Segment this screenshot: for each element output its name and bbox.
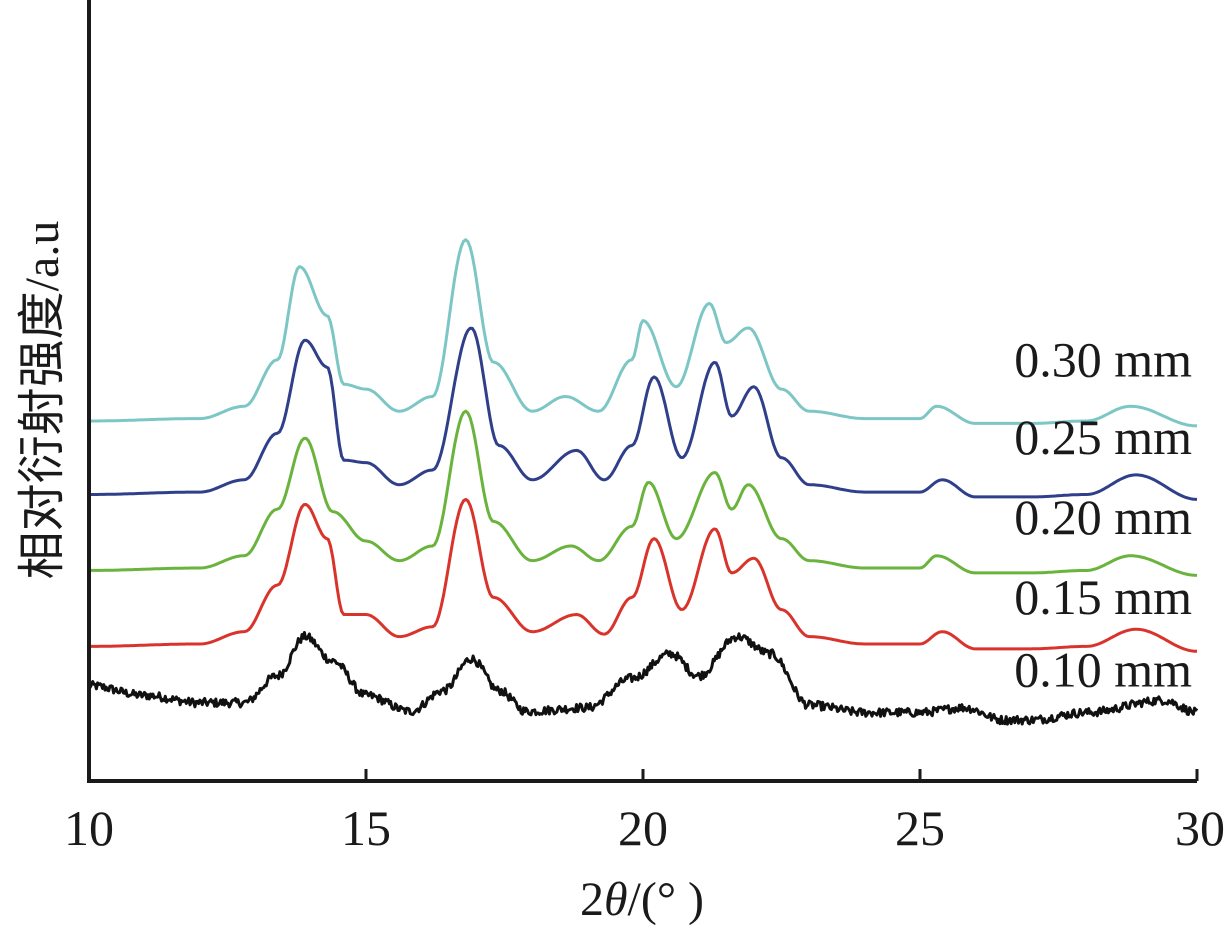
x-axis-title: 2θ/(° ) [580,873,704,926]
series-line-0-10-mm [87,631,1199,726]
series-label: 0.15 mm [1014,569,1192,625]
x-axis-title-symbol: θ [604,873,628,926]
x-tick-label: 25 [895,800,945,856]
x-tick-label: 15 [341,800,391,856]
x-tick-label: 20 [618,800,668,856]
x-axis-title-prefix: 2 [580,873,604,926]
series-label: 0.25 mm [1014,409,1192,465]
series-label: 0.20 mm [1014,489,1192,545]
series-line-0-20-mm [88,409,1198,577]
series-labels: 0.10 mm 0.15 mm 0.20 mm 0.25 mm 0.30 mm [1014,332,1192,698]
series-line-0-25-mm [89,326,1198,501]
x-axis-title-suffix: /(° ) [628,873,705,926]
series-line-0-15-mm [89,497,1198,653]
x-tick-label: 10 [64,800,114,856]
series-lines [87,238,1199,726]
series-label: 0.30 mm [1014,332,1192,388]
x-ticks: 10 15 20 25 30 [64,769,1225,856]
series-line-0-30-mm [89,238,1198,428]
x-tick-label: 30 [1175,800,1225,856]
series-label: 0.10 mm [1014,642,1192,698]
y-axis-title: 相对衍射强度/a.u [16,221,69,580]
